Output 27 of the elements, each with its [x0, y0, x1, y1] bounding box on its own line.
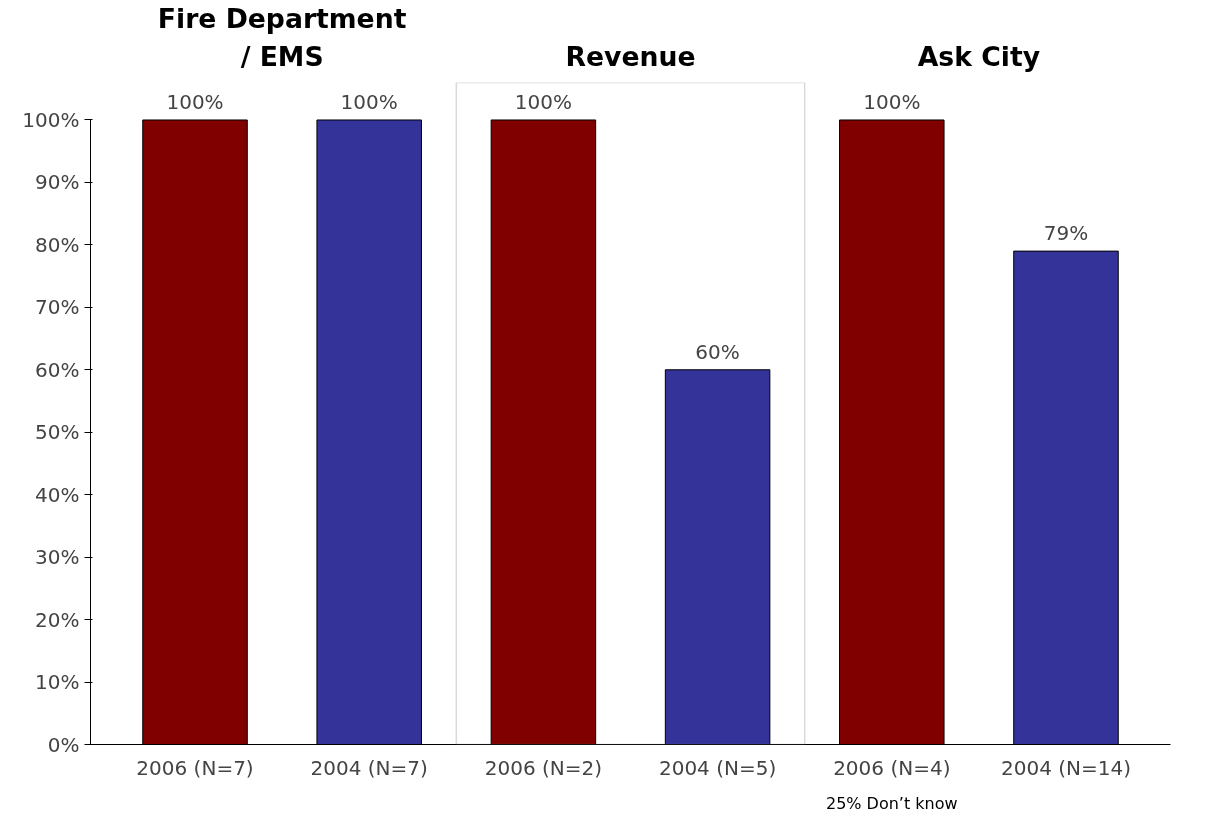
y-tick-label: 40%	[35, 482, 80, 507]
x-tick-label: 2006 (N=4)	[833, 755, 951, 780]
data-label: 60%	[695, 339, 740, 364]
data-label: 79%	[1043, 221, 1089, 246]
x-tick-label: 2006 (N=2)	[484, 755, 603, 780]
y-tick-label: 70%	[35, 295, 80, 320]
x-tick-label: 2006 (N=7)	[136, 755, 254, 780]
y-tick-label: 30%	[35, 545, 80, 570]
y-tick-label: 90%	[35, 170, 80, 195]
y-tick-label: 10%	[35, 670, 80, 695]
data-label: 100%	[166, 89, 224, 114]
data-label: 100%	[514, 89, 572, 114]
y-tick-label: 0%	[47, 732, 80, 757]
x-tick-label: 2004 (N=14)	[1000, 755, 1131, 780]
x-tick-label: 2004 (N=5)	[658, 755, 777, 780]
y-tick-label: 60%	[35, 357, 80, 382]
y-tick-label: 20%	[35, 607, 80, 632]
text: Revenue	[565, 40, 696, 72]
y-tick-label: 80%	[35, 232, 80, 257]
data-label: 100%	[340, 89, 398, 114]
y-tick-label: 50%	[35, 420, 80, 445]
data-label: 100%	[863, 89, 921, 114]
x-tick-label: 2004 (N=7)	[310, 755, 428, 780]
y-tick-label: 100%	[22, 107, 80, 132]
text: Ask City	[917, 40, 1041, 72]
text: Fire Department / EMS	[157, 3, 407, 72]
text: 25% Don’t know	[825, 793, 958, 813]
